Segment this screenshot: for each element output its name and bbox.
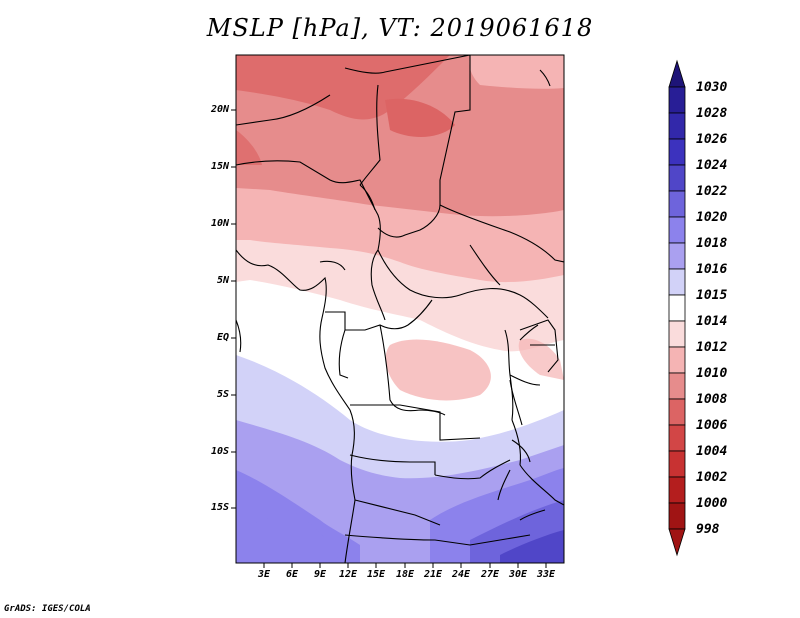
lat-label-15n: 15N xyxy=(210,161,229,172)
lat-label-15s: 15S xyxy=(210,502,229,513)
colorbar-label-1015: 1015 xyxy=(696,288,728,303)
lon-label-6e: 6E xyxy=(285,569,299,580)
lat-label-10s: 10S xyxy=(210,446,229,457)
lat-label-20n: 20N xyxy=(210,104,229,115)
colorbar-label-1008: 1008 xyxy=(696,392,728,407)
lon-label-12e: 12E xyxy=(338,569,358,580)
colorbar-segment xyxy=(668,216,686,244)
lon-label-15e: 15E xyxy=(366,569,386,580)
lon-label-9e: 9E xyxy=(313,569,327,580)
lon-label-18e: 18E xyxy=(395,569,415,580)
colorbar-segment xyxy=(668,476,686,504)
lat-label-eq: EQ xyxy=(216,332,229,343)
colorbar-segment xyxy=(668,346,686,374)
colorbar-label-1010: 1010 xyxy=(696,366,728,381)
colorbar-segment xyxy=(668,398,686,426)
colorbar-segment xyxy=(668,450,686,478)
colorbar-label-1014: 1014 xyxy=(696,314,728,329)
lon-label-3e: 3E xyxy=(257,569,271,580)
colorbar-segment xyxy=(668,268,686,296)
colorbar-label-1020: 1020 xyxy=(696,210,728,225)
colorbar-label-1030: 1030 xyxy=(696,80,728,95)
colorbar-label-1012: 1012 xyxy=(696,340,728,355)
axis-ticks xyxy=(231,109,547,568)
pressure-field xyxy=(236,55,564,563)
lat-label-5s: 5S xyxy=(216,389,229,400)
colorbar-segment xyxy=(668,294,686,322)
colorbar-segment xyxy=(668,112,686,140)
colorbar-segment xyxy=(668,320,686,348)
colorbar-segment xyxy=(668,190,686,218)
colorbar-segment xyxy=(668,424,686,452)
colorbar-label-998: 998 xyxy=(696,522,720,537)
lon-label-30e: 30E xyxy=(508,569,528,580)
colorbar-label-1028: 1028 xyxy=(696,106,728,121)
lat-label-5n: 5N xyxy=(216,275,229,286)
colorbar-segment xyxy=(668,86,686,114)
grads-credit: GrADS: IGES/COLA xyxy=(4,604,91,614)
borders xyxy=(236,55,564,563)
colorbar-label-1006: 1006 xyxy=(696,418,728,433)
map-frame xyxy=(235,54,565,564)
lon-label-33e: 33E xyxy=(536,569,556,580)
colorbar-segment xyxy=(668,242,686,270)
colorbar-label-1022: 1022 xyxy=(696,184,728,199)
colorbar-top-arrow xyxy=(668,59,686,88)
colorbar-label-1018: 1018 xyxy=(696,236,728,251)
colorbar-segment xyxy=(668,164,686,192)
lon-label-27e: 27E xyxy=(480,569,500,580)
map-title: MSLP [hPa], VT: 2019061618 xyxy=(206,14,594,42)
colorbar-label-1024: 1024 xyxy=(696,158,728,173)
colorbar-label-1000: 1000 xyxy=(696,496,728,511)
colorbar-segment xyxy=(668,502,686,530)
lat-label-10n: 10N xyxy=(210,218,229,229)
lon-label-21e: 21E xyxy=(423,569,443,580)
colorbar-label-1026: 1026 xyxy=(696,132,728,147)
colorbar xyxy=(668,59,686,557)
colorbar-label-1002: 1002 xyxy=(696,470,728,485)
colorbar-segment xyxy=(668,372,686,400)
colorbar-label-1004: 1004 xyxy=(696,444,728,459)
lon-label-24e: 24E xyxy=(451,569,471,580)
colorbar-bottom-arrow xyxy=(668,528,686,557)
colorbar-label-1016: 1016 xyxy=(696,262,728,277)
colorbar-segment xyxy=(668,138,686,166)
